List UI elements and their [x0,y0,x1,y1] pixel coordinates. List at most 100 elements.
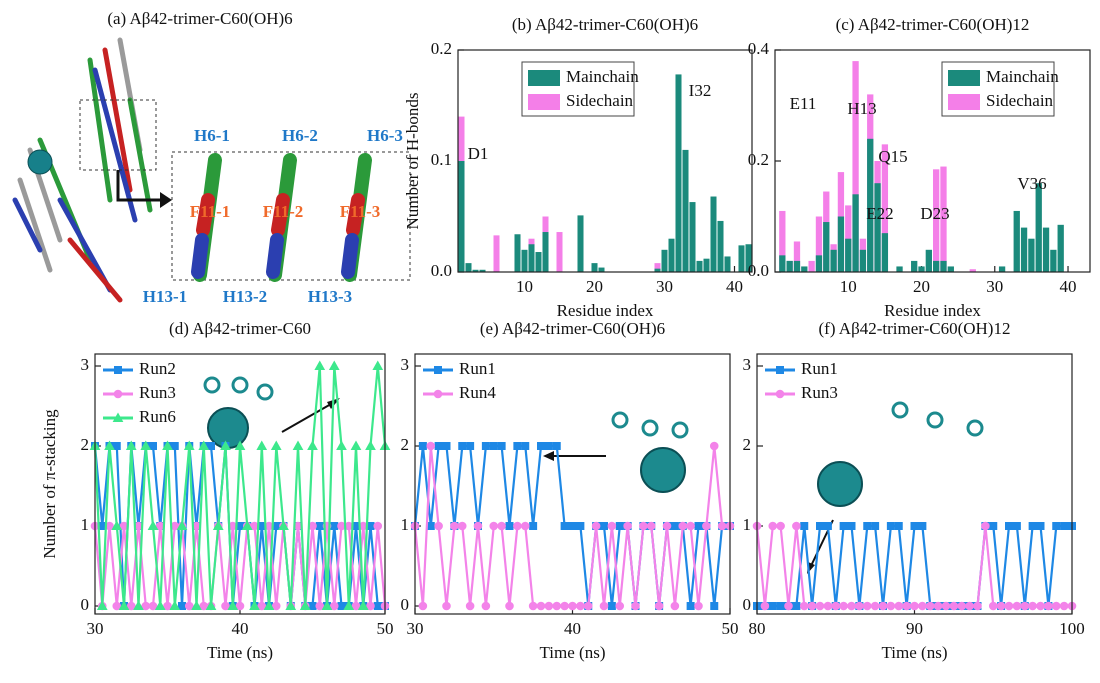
legend-swatch [948,70,980,86]
marker [1060,522,1069,530]
marker [544,601,554,611]
marker [988,601,998,611]
residue-label: F11-3 [340,202,381,221]
marker [847,601,856,611]
marker [544,442,553,450]
bar [493,235,500,272]
series [410,441,735,611]
bar [458,161,465,272]
panel: (b) Aβ42-trimer-C60(OH)6 10 20 30 40 0.0 0.1 0.… [403,15,753,320]
marker [418,601,428,611]
y-tick-label: 3 [81,355,90,374]
marker [466,442,475,450]
residue-label: H6-1 [194,126,230,145]
bar [1020,227,1028,272]
marker [686,602,695,610]
marker [568,522,577,530]
marker [147,520,159,530]
marker [191,600,202,610]
series-line [755,524,1072,608]
marker [418,442,427,450]
marker [118,600,130,610]
bar [689,202,696,272]
x-axis-label: Time (ns) [207,643,273,662]
marker [1028,522,1037,530]
legend-marker [114,366,122,374]
marker [458,442,467,450]
bar [535,252,542,272]
marker [816,522,824,530]
marker [599,601,609,611]
marker [855,601,864,611]
bar [779,255,786,272]
marker [481,442,490,450]
marker [1005,522,1013,530]
bar [654,263,661,272]
marker [694,601,703,611]
y-axis-label: Number of H-bonds [403,93,422,230]
marker [473,521,483,531]
marker [111,520,123,530]
marker [862,601,872,611]
bar [881,233,889,272]
bar [682,149,689,272]
marker [263,600,275,610]
legend-marker [113,389,123,399]
marker [205,600,217,610]
bar [896,266,903,272]
annotation: Q15 [878,147,907,166]
marker [278,520,289,530]
y-tick-label: 2 [401,435,410,454]
marker [450,521,459,531]
marker [163,601,172,611]
marker [886,522,895,530]
residue-label: H6-3 [367,126,403,145]
chart-title: (c) Aβ42-trimer-C60(OH)12 [836,15,1030,34]
bar [793,241,801,272]
marker [104,440,115,450]
marker [365,440,376,450]
chart-title: (b) Aβ42-trimer-C60(OH)6 [512,15,698,34]
marker [434,442,443,450]
marker [949,601,959,611]
legend-label: Run1 [459,359,496,378]
marker [178,602,186,610]
bar [472,269,479,272]
bar [940,166,947,272]
bar [793,260,801,272]
marker [560,522,569,530]
marker [717,521,727,531]
marker [878,601,888,611]
panel: (c) Aβ42-trimer-C60(OH)12 10 20 30 40 0.0 0.2 0… [748,15,1091,320]
marker [198,440,210,450]
y-tick-label: 0.2 [748,150,769,169]
marker [112,601,122,611]
legend-swatch [528,94,560,110]
marker [426,522,435,530]
x-tick-label: 20 [586,277,603,296]
marker [329,601,339,611]
legend-label: Run3 [801,383,838,402]
marker [154,600,166,610]
marker [941,601,951,611]
marker [576,522,585,530]
x-axis-label: Residue index [557,301,654,320]
marker [257,601,267,611]
marker [221,601,230,611]
marker [965,601,974,611]
marker [996,601,1006,611]
marker [330,522,339,530]
bar [675,74,682,272]
bar [591,263,598,272]
marker [631,601,640,611]
marker [184,601,194,611]
bar [696,260,703,272]
bar [1042,227,1050,272]
marker [536,601,546,611]
marker [799,601,809,611]
marker [1059,601,1069,611]
bar [710,196,717,272]
bar [598,267,605,272]
marker [337,602,346,610]
